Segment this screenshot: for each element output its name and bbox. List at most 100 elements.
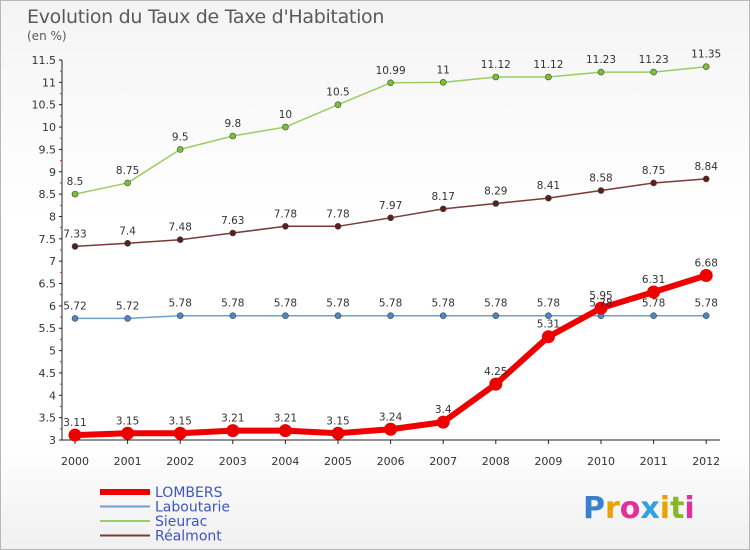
data-point-lombers [541, 330, 555, 344]
data-label-laboutarie: 5.78 [221, 298, 244, 310]
data-point-sieurac [702, 63, 710, 71]
data-point-r-almont [71, 243, 79, 250]
data-label-r-almont: 7.48 [169, 222, 192, 234]
x-tick-label: 2003 [219, 455, 247, 468]
data-point-r-almont [492, 200, 500, 207]
y-tick-label: 8.5 [39, 188, 57, 201]
data-label-lombers: 6.68 [695, 257, 718, 269]
y-tick-label: 8 [49, 210, 56, 223]
logo-letter: t [670, 491, 684, 526]
data-point-laboutarie [492, 312, 500, 320]
x-tick-label: 2006 [377, 455, 405, 468]
data-label-sieurac: 11.12 [481, 59, 511, 71]
data-point-laboutarie [334, 312, 342, 320]
logo-letter: o [620, 491, 641, 526]
x-tick-label: 2012 [692, 455, 720, 468]
data-label-laboutarie: 5.78 [642, 298, 665, 310]
data-label-sieurac: 9.5 [172, 131, 189, 143]
y-tick-label: 3.5 [39, 412, 57, 425]
data-label-lombers: 3.15 [326, 415, 349, 427]
data-point-laboutarie [229, 312, 237, 320]
y-tick-label: 11 [42, 76, 56, 89]
data-label-r-almont: 7.78 [326, 208, 349, 220]
chart-unit: (en %) [27, 29, 67, 43]
data-point-lombers [121, 426, 135, 440]
y-tick-label: 7 [49, 255, 56, 268]
data-label-sieurac: 11 [437, 64, 450, 76]
data-point-sieurac [650, 68, 657, 76]
data-label-laboutarie: 5.78 [274, 298, 297, 310]
data-label-sieurac: 8.75 [116, 165, 139, 177]
data-label-r-almont: 7.63 [221, 215, 244, 227]
data-point-r-almont [176, 236, 184, 244]
data-point-lombers [436, 415, 450, 429]
data-point-laboutarie [545, 312, 552, 320]
y-tick-label: 6 [49, 300, 56, 313]
data-point-r-almont [282, 223, 289, 230]
x-tick-label: 2009 [534, 455, 562, 468]
data-point-sieurac [492, 73, 500, 81]
data-point-sieurac [176, 146, 184, 153]
data-label-laboutarie: 5.78 [589, 298, 612, 310]
data-point-sieurac [387, 79, 394, 87]
chart-title: Evolution du Taux de Taxe d'Habitation [27, 6, 385, 28]
y-tick-label: 9 [49, 166, 56, 179]
data-point-laboutarie [176, 312, 184, 320]
y-tick-label: 7.5 [39, 233, 57, 246]
series-layer [68, 63, 713, 442]
data-label-laboutarie: 5.78 [695, 298, 718, 310]
y-tick-label: 3 [49, 434, 56, 447]
data-label-r-almont: 7.4 [119, 225, 136, 237]
proxiti-logo-text: Proxiti [583, 491, 695, 526]
logo-letter: x [640, 491, 659, 526]
data-point-r-almont [387, 214, 394, 222]
data-point-lombers [173, 426, 187, 440]
data-point-sieurac [282, 123, 289, 131]
data-point-r-almont [650, 179, 657, 187]
data-point-r-almont [124, 239, 131, 247]
data-label-sieurac: 10.5 [326, 87, 349, 99]
axes: 3 3.5 4 4.5 5 5.5 6 6.5 7 7.5 8 8.5 9 9.5 10 10.5 11 11.5… [32, 54, 721, 468]
legend-label: Laboutarie [155, 500, 230, 516]
data-point-r-almont [439, 205, 447, 213]
logo-letter: i [660, 491, 670, 526]
y-tick-label: 10.5 [32, 99, 57, 112]
data-label-laboutarie: 5.72 [63, 300, 86, 312]
data-point-lombers [647, 285, 661, 299]
data-point-r-almont [229, 229, 237, 237]
data-label-laboutarie: 5.72 [116, 300, 139, 312]
x-tick-label: 2002 [166, 455, 194, 468]
data-label-sieurac: 11.35 [691, 49, 721, 61]
data-point-lombers [594, 301, 608, 315]
data-label-lombers: 3.4 [435, 404, 452, 416]
data-point-lombers [226, 424, 240, 438]
data-label-r-almont: 8.29 [484, 186, 507, 198]
data-label-laboutarie: 5.78 [379, 298, 402, 310]
y-tick-label: 4 [49, 389, 56, 402]
y-tick-label: 5 [49, 345, 56, 358]
legend-label: Sieurac [155, 514, 207, 530]
data-label-laboutarie: 5.78 [484, 298, 507, 310]
data-label-lombers: 6.31 [642, 274, 665, 286]
x-tick-label: 2004 [271, 455, 299, 468]
data-point-laboutarie [650, 312, 657, 320]
data-label-laboutarie: 5.78 [169, 298, 192, 310]
data-label-r-almont: 8.58 [589, 173, 612, 185]
data-label-laboutarie: 5.78 [537, 298, 560, 310]
data-point-sieurac [545, 73, 552, 81]
data-point-laboutarie [282, 312, 289, 320]
data-point-sieurac [229, 132, 237, 140]
data-point-laboutarie [702, 312, 710, 320]
data-point-lombers [331, 426, 345, 440]
data-point-sieurac [439, 79, 447, 86]
data-label-r-almont: 7.33 [63, 228, 86, 240]
y-tick-label: 5.5 [39, 322, 57, 335]
data-label-lombers: 3.24 [379, 411, 403, 423]
x-tick-label: 2001 [114, 455, 142, 468]
y-tick-label: 6.5 [39, 278, 57, 291]
data-label-lombers: 5.31 [537, 319, 560, 331]
y-tick-label: 10 [42, 121, 56, 134]
